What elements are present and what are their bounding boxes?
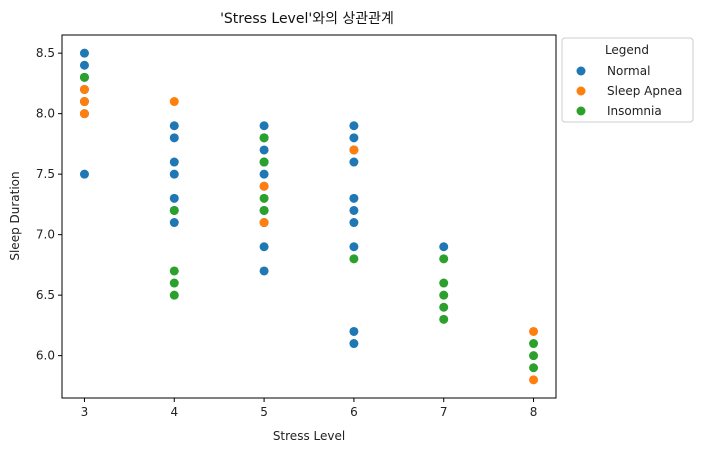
point-sleep-apnea bbox=[79, 109, 89, 119]
point-insomnia bbox=[169, 266, 179, 276]
x-tick-label: 6 bbox=[350, 405, 358, 419]
y-tick-label: 8.0 bbox=[36, 107, 55, 121]
plot-area: 3 4 5 6 7 8 6.0 6.5 7.0 7.5 8.0 8.5 bbox=[36, 34, 557, 419]
point-insomnia bbox=[259, 193, 269, 203]
point-insomnia bbox=[529, 363, 539, 373]
point-insomnia bbox=[529, 339, 539, 349]
point-normal bbox=[79, 60, 89, 70]
legend-title: Legend bbox=[605, 43, 649, 57]
point-normal bbox=[349, 218, 359, 228]
point-normal bbox=[349, 339, 359, 349]
x-axis: 3 4 5 6 7 8 bbox=[81, 398, 538, 419]
point-normal bbox=[169, 169, 179, 179]
point-sleep-apnea bbox=[349, 145, 359, 155]
legend-label-sleep-apnea: Sleep Apnea bbox=[607, 84, 682, 98]
legend-marker-sleep-apnea bbox=[576, 86, 586, 96]
point-insomnia bbox=[439, 278, 449, 288]
point-sleep-apnea bbox=[259, 218, 269, 228]
point-sleep-apnea bbox=[529, 375, 539, 385]
y-tick-label: 6.0 bbox=[36, 349, 55, 363]
point-sleep-apnea bbox=[169, 97, 179, 107]
point-normal bbox=[439, 242, 449, 252]
point-normal bbox=[259, 145, 269, 155]
legend-marker-insomnia bbox=[576, 106, 586, 116]
x-axis-label: Stress Level bbox=[273, 429, 345, 443]
point-insomnia bbox=[439, 302, 449, 312]
point-normal bbox=[169, 157, 179, 167]
point-insomnia bbox=[259, 205, 269, 215]
point-insomnia bbox=[439, 254, 449, 264]
point-normal bbox=[79, 48, 89, 58]
x-tick-label: 3 bbox=[81, 405, 89, 419]
point-insomnia bbox=[439, 314, 449, 324]
y-tick-label: 6.5 bbox=[36, 288, 55, 302]
point-insomnia bbox=[169, 205, 179, 215]
x-tick-label: 4 bbox=[170, 405, 178, 419]
point-normal bbox=[169, 193, 179, 203]
point-normal bbox=[259, 242, 269, 252]
x-tick-label: 8 bbox=[530, 405, 538, 419]
point-normal bbox=[349, 121, 359, 131]
point-insomnia bbox=[349, 254, 359, 264]
point-normal bbox=[259, 266, 269, 276]
y-axis-label: Sleep Duration bbox=[8, 171, 22, 260]
point-normal bbox=[349, 242, 359, 252]
legend-marker-normal bbox=[576, 66, 586, 76]
point-insomnia bbox=[259, 133, 269, 143]
chart-title: 'Stress Level'와의 상관관계 bbox=[220, 11, 394, 27]
legend: Legend Normal Sleep Apnea Insomnia bbox=[561, 37, 694, 123]
y-tick-label: 7.0 bbox=[36, 228, 55, 242]
point-sleep-apnea bbox=[79, 97, 89, 107]
y-axis: 6.0 6.5 7.0 7.5 8.0 8.5 bbox=[36, 46, 62, 363]
point-normal bbox=[349, 157, 359, 167]
point-sleep-apnea bbox=[259, 181, 269, 191]
point-normal bbox=[169, 121, 179, 131]
point-insomnia bbox=[439, 290, 449, 300]
point-normal bbox=[259, 169, 269, 179]
y-tick-label: 8.5 bbox=[36, 46, 55, 60]
point-insomnia bbox=[79, 72, 89, 82]
point-normal bbox=[169, 133, 179, 143]
plot-frame bbox=[61, 34, 557, 399]
point-sleep-apnea bbox=[529, 326, 539, 336]
x-tick-label: 5 bbox=[260, 405, 268, 419]
point-normal bbox=[169, 218, 179, 228]
point-insomnia bbox=[169, 290, 179, 300]
point-insomnia bbox=[169, 278, 179, 288]
legend-box bbox=[561, 37, 694, 123]
point-normal bbox=[349, 133, 359, 143]
data-points bbox=[79, 48, 539, 385]
legend-label-normal: Normal bbox=[607, 64, 650, 78]
point-sleep-apnea bbox=[79, 84, 89, 94]
point-normal bbox=[349, 205, 359, 215]
point-insomnia bbox=[259, 157, 269, 167]
legend-label-insomnia: Insomnia bbox=[607, 104, 662, 118]
point-normal bbox=[79, 169, 89, 179]
x-tick-label: 7 bbox=[440, 405, 448, 419]
y-tick-label: 7.5 bbox=[36, 167, 55, 181]
point-normal bbox=[259, 121, 269, 131]
point-normal bbox=[349, 326, 359, 336]
point-normal bbox=[349, 193, 359, 203]
point-insomnia bbox=[529, 351, 539, 361]
